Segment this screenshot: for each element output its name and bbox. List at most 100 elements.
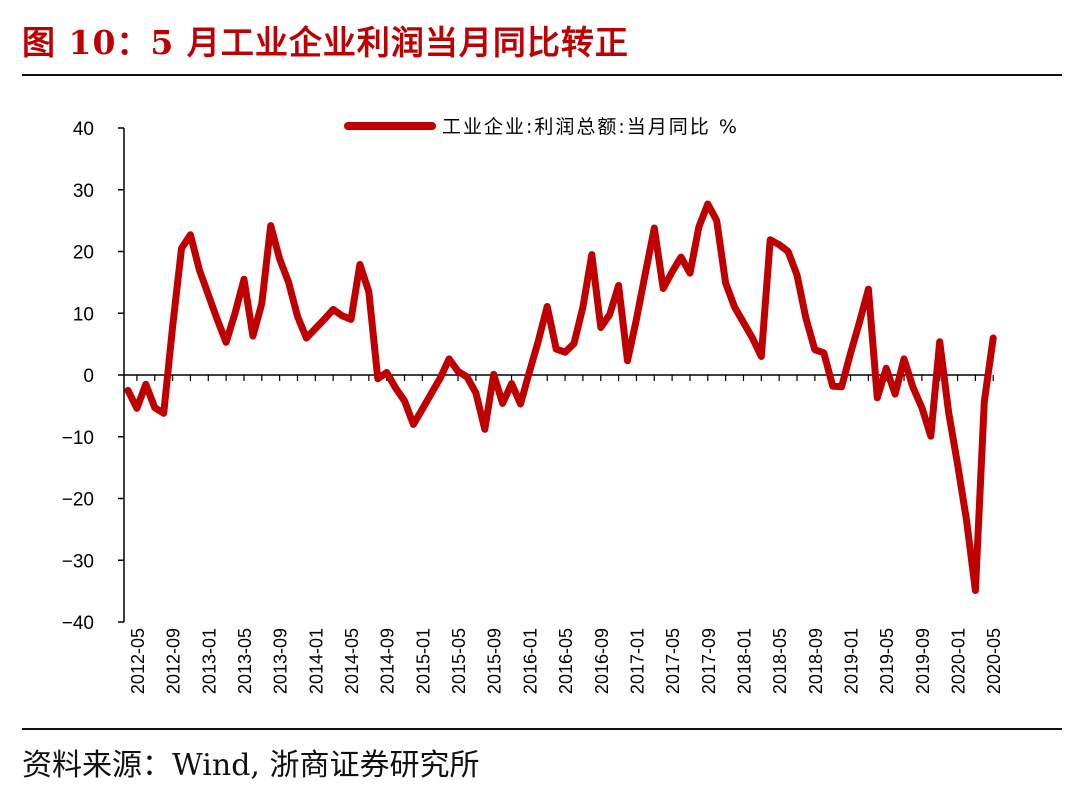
chart-legend: 工业企业:利润总额:当月同比 % bbox=[344, 116, 739, 138]
data-point bbox=[189, 234, 191, 236]
chart-series bbox=[124, 200, 997, 594]
data-point bbox=[270, 225, 272, 227]
data-point bbox=[823, 352, 825, 354]
x-tick-label: 2015-05 bbox=[449, 628, 469, 694]
data-point bbox=[983, 401, 985, 403]
data-point bbox=[493, 373, 495, 375]
data-point bbox=[234, 312, 236, 314]
data-point bbox=[894, 393, 896, 395]
data-point bbox=[957, 464, 959, 465]
data-point bbox=[939, 341, 941, 343]
data-point bbox=[653, 227, 655, 229]
data-point bbox=[377, 378, 379, 380]
data-point bbox=[555, 348, 557, 350]
data-point bbox=[323, 318, 325, 320]
y-tick-label: −20 bbox=[62, 490, 94, 511]
data-point bbox=[796, 274, 798, 276]
x-tick-label: 2019-09 bbox=[913, 628, 933, 694]
data-point bbox=[154, 407, 156, 409]
data-point bbox=[609, 314, 611, 315]
data-point bbox=[288, 281, 290, 283]
data-point bbox=[876, 397, 878, 399]
x-tick-label: 2020-01 bbox=[949, 628, 969, 694]
data-point bbox=[341, 315, 343, 317]
data-point bbox=[350, 318, 352, 320]
data-point bbox=[778, 244, 780, 246]
data-point bbox=[466, 376, 468, 378]
data-point bbox=[930, 435, 932, 437]
data-point bbox=[261, 302, 263, 304]
figure-title: 图 10：5 月工业企业利润当月同比转正 bbox=[22, 23, 629, 62]
data-point bbox=[992, 337, 994, 339]
data-point bbox=[912, 386, 914, 388]
data-point bbox=[966, 519, 967, 521]
x-tick-label: 2019-05 bbox=[877, 628, 897, 694]
data-point bbox=[225, 341, 227, 343]
x-tick-label: 2013-01 bbox=[199, 628, 219, 694]
data-point bbox=[279, 258, 281, 260]
y-tick-label: 10 bbox=[73, 304, 94, 325]
data-point bbox=[680, 256, 682, 258]
data-point bbox=[475, 392, 477, 394]
x-tick-label: 2016-01 bbox=[520, 628, 540, 694]
chart-axes: −40 −30 −20 −10 0 10 20 30 40 2012-05 2012-09 2013-… bbox=[62, 119, 1004, 694]
x-tick-label: 2020-05 bbox=[984, 628, 1004, 694]
data-point bbox=[582, 306, 584, 308]
y-tick-label: 40 bbox=[73, 119, 94, 140]
data-point bbox=[136, 407, 138, 409]
y-tick-label: −10 bbox=[62, 428, 94, 449]
x-tick-label: 2015-09 bbox=[485, 628, 505, 694]
data-point bbox=[430, 393, 432, 394]
source-note: 资料来源：Wind, 浙商证券研究所 bbox=[22, 748, 480, 783]
data-point bbox=[867, 288, 869, 290]
x-tick-label: 2018-09 bbox=[806, 628, 826, 694]
y-tick-label: 20 bbox=[73, 243, 94, 264]
y-tick-label: −30 bbox=[62, 551, 94, 572]
data-point bbox=[618, 285, 620, 286]
top-rule bbox=[22, 74, 1062, 76]
data-point bbox=[163, 412, 165, 414]
line-chart: −40 −30 −20 −10 0 10 20 30 40 2012-05 2012-09 2013-… bbox=[62, 116, 1004, 694]
data-point bbox=[814, 349, 816, 351]
data-point bbox=[457, 370, 459, 372]
data-point bbox=[305, 337, 307, 339]
data-point bbox=[198, 269, 200, 271]
data-point bbox=[564, 351, 566, 353]
data-point bbox=[332, 309, 334, 310]
data-point bbox=[537, 340, 539, 342]
x-tick-label: 2017-05 bbox=[663, 628, 683, 694]
data-point bbox=[769, 239, 771, 241]
data-point bbox=[511, 383, 513, 385]
x-tick-label: 2014-01 bbox=[306, 628, 326, 694]
data-point bbox=[145, 383, 147, 385]
data-point bbox=[359, 264, 361, 265]
x-tick-label: 2014-05 bbox=[342, 628, 362, 694]
data-point bbox=[948, 411, 950, 413]
data-point bbox=[734, 306, 736, 308]
data-point bbox=[386, 372, 388, 373]
data-point bbox=[841, 386, 843, 388]
data-point bbox=[520, 403, 521, 405]
data-point bbox=[858, 322, 860, 323]
data-point bbox=[297, 315, 298, 317]
data-point bbox=[395, 387, 397, 389]
data-point bbox=[439, 377, 441, 379]
data-point bbox=[725, 282, 727, 284]
x-tick-label: 2013-09 bbox=[271, 628, 291, 694]
data-point bbox=[671, 271, 673, 273]
data-point bbox=[707, 203, 709, 205]
series-line bbox=[124, 200, 997, 594]
data-point bbox=[832, 385, 834, 387]
data-point bbox=[662, 288, 664, 289]
y-tick-label: −40 bbox=[62, 613, 94, 634]
data-point bbox=[903, 358, 905, 360]
data-point bbox=[412, 423, 414, 425]
x-tick-label: 2013-05 bbox=[235, 628, 255, 694]
data-point bbox=[974, 590, 976, 591]
x-tick-label: 2017-09 bbox=[699, 628, 719, 694]
x-tick-label: 2015-01 bbox=[413, 628, 433, 694]
x-tick-label: 2019-01 bbox=[842, 628, 862, 694]
data-point bbox=[448, 358, 450, 360]
data-point bbox=[502, 402, 504, 404]
legend-label: 工业企业:利润总额:当月同比 % bbox=[442, 116, 739, 138]
